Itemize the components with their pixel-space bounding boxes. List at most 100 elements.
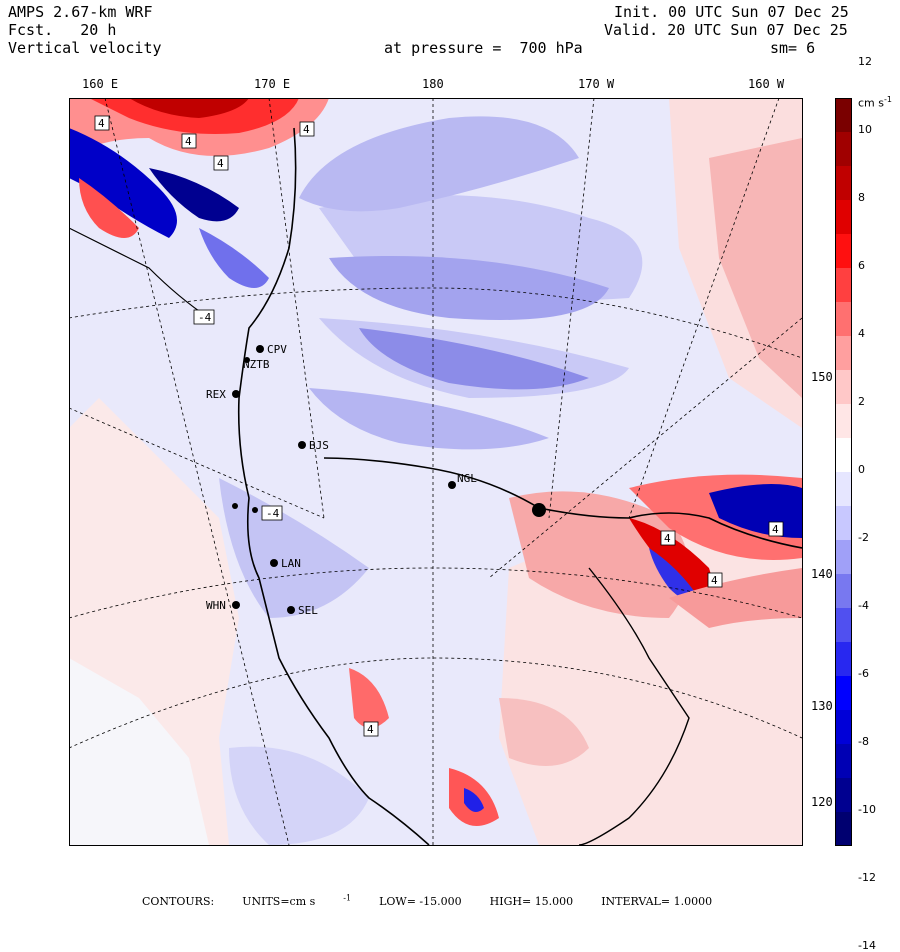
station-rex-label: REX: [206, 388, 226, 401]
contour-box-6-text: 4: [217, 157, 224, 170]
colorbar-tick-label: 0: [858, 463, 865, 476]
colorbar-tick-label: -8: [858, 735, 869, 748]
colorbar: [835, 98, 852, 846]
contour-box-8: [707, 572, 723, 588]
contour-box-3: [94, 115, 110, 131]
contour-box-9: [768, 521, 784, 537]
colorbar-segment: [835, 744, 852, 779]
footer-contour-info: CONTOURS: UNITS=cm s -1 LOW= -15.000 HIGH= 1…: [135, 880, 740, 908]
station-bjs-label: BJS: [309, 439, 329, 452]
footer-units-exp: -1: [343, 893, 352, 902]
pink-streak-east: [669, 568, 802, 628]
station-rex-marker[interactable]: [232, 390, 240, 398]
colorbar-segment: [835, 302, 852, 337]
colorbar-segment: [835, 608, 852, 643]
init-time: Init. 00 UTC Sun 07 Dec 25: [614, 3, 849, 21]
colorbar-segment: [835, 642, 852, 677]
blue-streak-northwest: [199, 228, 269, 288]
station-whn-marker[interactable]: [232, 601, 240, 609]
footer-interval: INTERVAL= 1.0000: [601, 894, 713, 908]
map-frame: [69, 98, 803, 846]
red-patch-south-1: [349, 668, 389, 728]
blue-patch-south: [464, 788, 484, 812]
colorbar-segment: [835, 574, 852, 609]
pink-patch-south: [499, 698, 589, 766]
contour-box-6: [213, 155, 229, 171]
colorbar-tick-label: -6: [858, 667, 869, 680]
station-sel-label: SEL: [298, 604, 318, 617]
colorbar-segment: [835, 710, 852, 745]
colorbar-tick-label: 6: [858, 259, 865, 272]
blue-band-5: [309, 388, 549, 450]
contour-box-7-text: 4: [664, 532, 671, 545]
darkred-core-northwest: [129, 98, 249, 118]
blue-patch-mid: [219, 478, 369, 618]
contour-box-2: [261, 505, 283, 521]
station-whn-label: WHN: [206, 599, 226, 612]
station-ngl-label: NGL: [457, 472, 477, 485]
contour-box-9-text: 4: [772, 523, 779, 536]
colorbar-units-exp: -1: [884, 95, 892, 104]
lon-label-160e: 160 E: [82, 77, 119, 91]
station-cpv-label: CPV: [267, 343, 287, 356]
colorbar-tick-label: 10: [858, 123, 872, 136]
colorbar-segment: [835, 132, 852, 167]
station-bjs-marker[interactable]: [298, 441, 306, 449]
contour-box-10-text: 4: [367, 723, 374, 736]
station-nztb-label: NZTB: [243, 358, 270, 371]
pressure-value: 700 hPa: [519, 39, 583, 57]
blue-streak-east: [649, 548, 699, 602]
station-nztb-marker[interactable]: [244, 357, 250, 363]
pressure-label: at pressure =: [384, 39, 502, 57]
station-small-marker-2[interactable]: [252, 507, 258, 513]
contour-box-3-text: 4: [98, 117, 105, 130]
colorbar-tick-label: -10: [858, 803, 876, 816]
grounding-line: [578, 567, 690, 845]
map-panel: CPV NZTB REX BJS NGL LAN WHN SEL -4 -4: [69, 98, 803, 846]
station-lan-label: LAN: [281, 557, 301, 570]
colorbar-tick-label: -2: [858, 531, 869, 544]
station-cpv-marker[interactable]: [256, 345, 264, 353]
colorbar-segment: [835, 778, 852, 813]
blue-core-northwest: [69, 128, 177, 238]
model-title: AMPS 2.67-km WRF: [8, 3, 153, 21]
station-ngl-marker[interactable]: [448, 481, 456, 489]
lon-label-160w: 160 W: [748, 77, 785, 91]
footer-low: LOW= -15.000: [379, 894, 462, 908]
colorbar-tick-label: 8: [858, 191, 865, 204]
pink-region-northeast: [709, 138, 802, 398]
contour-box-4-text: 4: [185, 135, 192, 148]
colorbar-frame: [835, 98, 852, 846]
blue-patch-south: [229, 746, 369, 845]
colorbar-segment: [835, 370, 852, 405]
forecast-label-text: Fcst.: [8, 21, 54, 39]
colorbar-segment: [835, 200, 852, 235]
graticule: [69, 98, 802, 845]
lon-label-170w: 170 W: [578, 77, 615, 91]
colorbar-segment: [835, 812, 852, 846]
darkblue-core-northwest: [149, 168, 239, 222]
stations: CPV NZTB REX BJS NGL LAN WHN SEL: [206, 343, 546, 617]
colorbar-segment: [835, 438, 852, 473]
red-core-east: [629, 518, 713, 598]
contour-box-10: [363, 721, 379, 737]
station-large-marker[interactable]: [532, 503, 546, 517]
colorbar-units-text: cm s: [858, 96, 884, 110]
blue-band-2: [329, 256, 609, 320]
lon-label-170e: 170 E: [254, 77, 291, 91]
station-small-marker-1[interactable]: [232, 503, 238, 509]
colorbar-segment: [835, 540, 852, 575]
blue-band-north: [299, 116, 579, 212]
colorbar-segment: [835, 404, 852, 439]
colorbar-segment: [835, 472, 852, 507]
station-sel-marker[interactable]: [287, 606, 295, 614]
colorbar-tick-label: -4: [858, 599, 869, 612]
contour-box-5-text: 4: [303, 123, 310, 136]
colorbar-segment: [835, 234, 852, 269]
footer-units: UNITS=cm s -1: [242, 893, 352, 908]
colorbar-segment: [835, 166, 852, 201]
pressure-level: at pressure = 700 hPa: [384, 40, 583, 57]
contour-box-4: [181, 133, 197, 149]
forecast-label: Fcst. 20 h: [8, 22, 116, 39]
station-lan-marker[interactable]: [270, 559, 278, 567]
